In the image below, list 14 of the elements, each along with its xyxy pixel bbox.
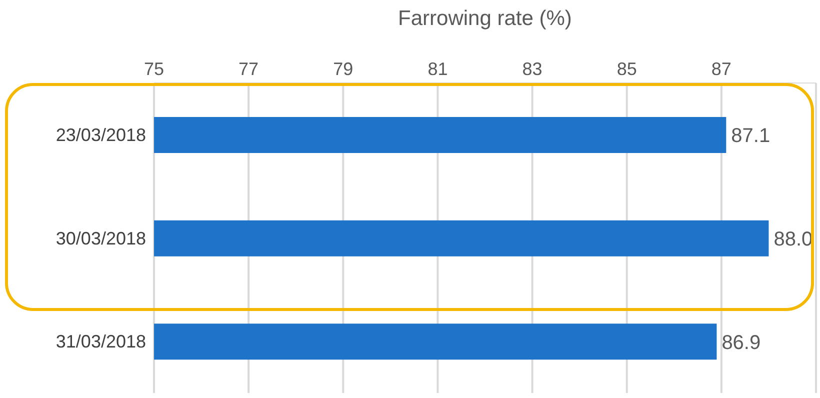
x-tick-label: 81 — [428, 59, 448, 79]
y-tick-label: 23/03/2018 — [56, 125, 146, 146]
data-label: 87.1 — [731, 125, 770, 148]
data-label: 86.9 — [722, 332, 761, 354]
y-tick-label: 30/03/2018 — [56, 228, 146, 248]
x-tick-label: 75 — [144, 59, 164, 79]
x-tick-label: 83 — [522, 59, 542, 79]
x-tick-label: 77 — [238, 59, 259, 79]
data-label: 88.0 — [774, 228, 813, 250]
x-tick-label: 85 — [616, 59, 637, 79]
y-tick-label: 31/03/2018 — [56, 332, 146, 352]
x-axis-title: Farrowing rate (%) — [398, 6, 572, 30]
x-tick-label: 87 — [711, 59, 732, 79]
x-tick-label: 79 — [333, 59, 354, 79]
